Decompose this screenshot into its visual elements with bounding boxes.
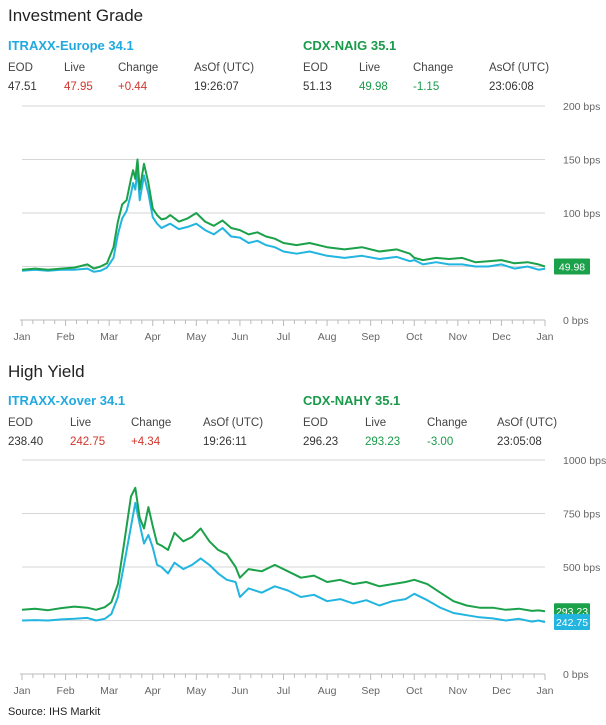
header-change: Change bbox=[118, 62, 159, 74]
value-change: +4.34 bbox=[131, 436, 161, 448]
x-tick-label: Mar bbox=[100, 685, 119, 697]
high-yield-chart[interactable]: 0 bps 500 bps 750 bps 1000 bps Jan Feb Mar Apr M… bbox=[0, 452, 606, 704]
value-asof: 19:26:07 bbox=[194, 81, 239, 93]
y-tick-label: 1000 bps bbox=[563, 455, 606, 467]
x-tick-label: Nov bbox=[448, 331, 467, 343]
value-eod: 47.51 bbox=[8, 81, 37, 93]
x-tick-label: Jan bbox=[14, 331, 31, 343]
section-title-investment-grade: Investment Grade bbox=[8, 6, 144, 25]
x-tick-label: Feb bbox=[57, 331, 75, 343]
x-tick-label: Nov bbox=[448, 685, 467, 697]
value-change: -3.00 bbox=[427, 436, 454, 448]
value-change: +0.44 bbox=[118, 81, 148, 93]
investment-grade-chart[interactable]: 0 bps 100 bps 150 bps 200 bps Jan Feb Mar Apr Ma… bbox=[0, 98, 606, 350]
section-title-high-yield: High Yield bbox=[8, 362, 85, 381]
series-line-0[interactable] bbox=[21, 501, 546, 624]
header-eod: EOD bbox=[8, 62, 33, 74]
header-eod: EOD bbox=[8, 417, 33, 429]
last-value-badge: 49.98 bbox=[554, 258, 590, 275]
value-asof: 19:26:11 bbox=[203, 436, 247, 448]
index-name-cdx-naig[interactable]: CDX-NAIG 35.1 bbox=[303, 38, 397, 53]
header-live: Live bbox=[359, 62, 381, 74]
last-value-badge: 242.75 bbox=[554, 614, 590, 631]
series-line-1[interactable] bbox=[21, 158, 546, 271]
last-value-text: 242.75 bbox=[556, 617, 588, 629]
value-live: 242.75 bbox=[70, 436, 106, 448]
x-tick-label: Jun bbox=[231, 331, 248, 343]
index-name-cdx-nahy[interactable]: CDX-NAHY 35.1 bbox=[303, 393, 401, 408]
value-eod: 296.23 bbox=[303, 436, 339, 448]
x-tick-label: Aug bbox=[318, 685, 337, 697]
index-name-itraxx-xover[interactable]: ITRAXX-Xover 34.1 bbox=[8, 393, 126, 408]
y-tick-label: 0 bps bbox=[563, 315, 589, 327]
x-tick-label: Oct bbox=[406, 685, 422, 697]
y-tick-label: 150 bps bbox=[563, 155, 600, 167]
x-tick-label: Dec bbox=[492, 685, 511, 697]
header-asof: AsOf (UTC) bbox=[203, 417, 264, 429]
value-live: 47.95 bbox=[64, 81, 93, 93]
header-live: Live bbox=[64, 62, 86, 74]
value-asof: 23:06:08 bbox=[489, 81, 534, 93]
last-value-box bbox=[554, 258, 590, 275]
value-eod: 51.13 bbox=[303, 81, 332, 93]
x-tick-label: May bbox=[186, 331, 207, 343]
header-asof: AsOf (UTC) bbox=[497, 417, 558, 429]
header-asof: AsOf (UTC) bbox=[194, 62, 255, 74]
x-tick-label: Jul bbox=[277, 331, 290, 343]
header-live: Live bbox=[365, 417, 387, 429]
x-tick-label: Apr bbox=[145, 331, 162, 343]
x-tick-label: Feb bbox=[57, 685, 75, 697]
header-change: Change bbox=[427, 417, 468, 429]
x-tick-label: Sep bbox=[361, 331, 380, 343]
header-asof: AsOf (UTC) bbox=[489, 62, 550, 74]
last-value-box bbox=[554, 614, 590, 631]
header-change: Change bbox=[131, 417, 172, 429]
x-tick-label: Mar bbox=[100, 331, 119, 343]
series-line-1[interactable] bbox=[21, 486, 546, 613]
x-tick-label: Dec bbox=[492, 331, 511, 343]
value-live: 293.23 bbox=[365, 436, 401, 448]
header-change: Change bbox=[413, 62, 454, 74]
series-line-0[interactable] bbox=[21, 169, 546, 273]
x-tick-label: Apr bbox=[145, 685, 162, 697]
x-tick-label: Jul bbox=[277, 685, 290, 697]
x-tick-label: Oct bbox=[406, 331, 422, 343]
x-tick-label: Jan bbox=[537, 685, 554, 697]
source-note: Source: IHS Markit bbox=[8, 706, 101, 718]
y-tick-label: 750 bps bbox=[563, 509, 600, 521]
value-live: 49.98 bbox=[359, 81, 388, 93]
x-tick-label: Jun bbox=[231, 685, 248, 697]
y-tick-label: 0 bps bbox=[563, 669, 589, 681]
header-live: Live bbox=[70, 417, 92, 429]
last-value-text: 49.98 bbox=[559, 262, 585, 274]
header-eod: EOD bbox=[303, 62, 328, 74]
y-tick-label: 100 bps bbox=[563, 208, 600, 220]
header-eod: EOD bbox=[303, 417, 328, 429]
value-eod: 238.40 bbox=[8, 436, 44, 448]
value-change: -1.15 bbox=[413, 81, 440, 93]
value-asof: 23:05:08 bbox=[497, 436, 542, 448]
x-tick-label: Sep bbox=[361, 685, 380, 697]
x-tick-label: May bbox=[186, 685, 207, 697]
x-tick-label: Jan bbox=[14, 685, 31, 697]
y-tick-label: 500 bps bbox=[563, 562, 600, 574]
index-name-itraxx-europe[interactable]: ITRAXX-Europe 34.1 bbox=[8, 38, 134, 53]
x-tick-label: Aug bbox=[318, 331, 337, 343]
x-tick-label: Jan bbox=[537, 331, 554, 343]
y-tick-label: 200 bps bbox=[563, 101, 600, 113]
